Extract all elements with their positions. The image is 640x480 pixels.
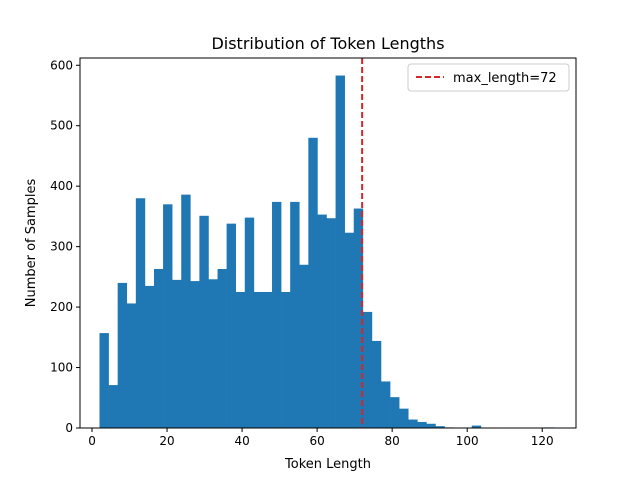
histogram-bar [353, 208, 364, 428]
histogram-bar [126, 303, 137, 428]
histogram-bar [244, 217, 255, 428]
histogram-bar [199, 215, 209, 428]
histogram-bar [163, 204, 173, 428]
plot-frame [79, 57, 577, 429]
x-tick-label: 0 [88, 434, 96, 448]
x-tick-label: 120 [531, 434, 554, 448]
histogram-bar [144, 285, 155, 428]
y-tick-label: 200 [50, 300, 73, 314]
x-tick-label: 100 [456, 434, 479, 448]
histogram-bar [253, 291, 264, 428]
histogram-bar [290, 201, 300, 428]
y-tick-label: 600 [50, 58, 73, 72]
x-tick-label: 20 [159, 434, 174, 448]
histogram-bar [99, 333, 109, 428]
histogram-bar [299, 264, 309, 428]
y-tick-label: 100 [50, 361, 73, 375]
histogram-bar [172, 279, 182, 428]
y-tick-label: 0 [65, 421, 73, 435]
histogram-bar [326, 218, 336, 428]
histogram-bar [335, 75, 345, 428]
histogram-bar [208, 279, 218, 428]
histogram-bar [390, 397, 400, 428]
legend-label: max_length=72 [453, 71, 557, 86]
histogram-bar [135, 198, 146, 428]
histogram-bar [272, 201, 282, 428]
legend-box [407, 63, 570, 92]
histogram-bar [217, 269, 227, 428]
y-tick-label: 500 [50, 119, 73, 133]
chart-title: Distribution of Token Lengths [211, 34, 444, 53]
histogram-bar [362, 311, 373, 428]
y-tick-label: 400 [50, 179, 73, 193]
histogram-bar [181, 194, 191, 428]
histogram-bar [435, 426, 445, 428]
histogram-bar [344, 232, 355, 428]
x-tick-label: 60 [309, 434, 324, 448]
histogram-bar [308, 137, 318, 429]
histogram-bar [417, 421, 427, 428]
histogram-bar [371, 340, 382, 428]
x-tick-label: 80 [385, 434, 400, 448]
y-tick-label: 300 [50, 240, 73, 254]
bars-layer [99, 75, 554, 429]
histogram-bar [281, 291, 291, 428]
histogram-bar [408, 419, 418, 428]
histogram-bar [262, 291, 273, 428]
histogram-bar [380, 381, 391, 428]
histogram-bar [426, 423, 436, 428]
x-axis-ticks: 0 20 40 60 80 100 120 [88, 428, 554, 448]
histogram-bar [190, 281, 200, 428]
histogram-bar [235, 291, 246, 428]
y-axis-ticks: 0 100 200 300 400 500 600 [50, 58, 80, 435]
histogram-bar [108, 385, 118, 428]
histogram-bar [226, 223, 236, 428]
histogram-bar [399, 408, 409, 428]
histogram-bar [471, 425, 482, 428]
legend: max_length=72 [407, 63, 570, 92]
x-axis-label: Token Length [284, 457, 371, 472]
y-axis-label: Number of Samples [24, 179, 39, 308]
histogram-bar [317, 214, 327, 428]
x-tick-label: 40 [234, 434, 249, 448]
histogram-bar [153, 269, 164, 428]
histogram-bar [117, 282, 128, 428]
